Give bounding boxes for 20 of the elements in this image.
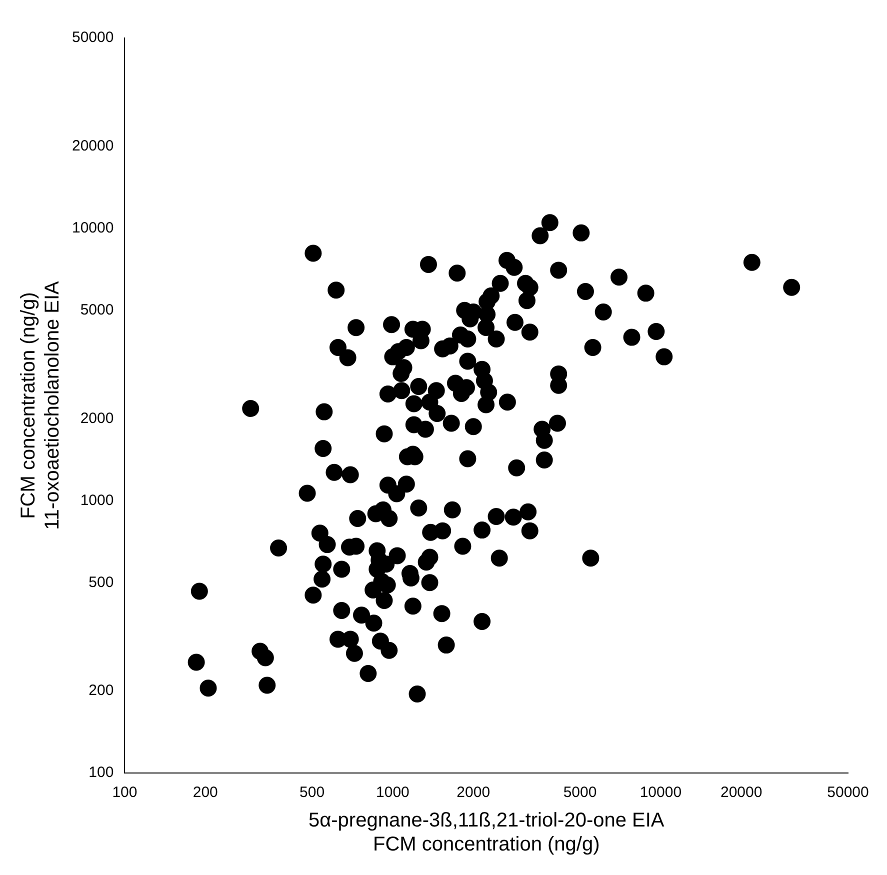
- x-tick-label: 5000: [563, 784, 597, 802]
- y-tick-label: 500: [88, 574, 114, 591]
- y-tick-label: 200: [88, 682, 114, 700]
- x-tick-label: 100: [112, 784, 138, 802]
- x-tick-label: 10000: [640, 784, 682, 802]
- y-tick-label: 50000: [72, 29, 114, 46]
- x-tick-label: 2000: [456, 784, 490, 802]
- x-tick-label: 1000: [376, 784, 410, 802]
- x-tick-label: 20000: [720, 784, 762, 802]
- x-tick-label: 200: [192, 784, 218, 802]
- y-tick-label: 1000: [80, 492, 114, 509]
- y-tick-label: 5000: [80, 301, 114, 318]
- y-axis-title: FCM concentration (ng/g) 11-oxoaetiocholanolone EIA: [18, 280, 64, 530]
- y-tick-label: 10000: [72, 219, 114, 236]
- y-tick-label: 20000: [72, 138, 114, 155]
- x-tick-label: 500: [300, 784, 325, 802]
- x-axis-title: 5α-pregnane-3ß,11ß,21-triol-20-one EIA FCM concentration (ng/g): [308, 810, 665, 856]
- y-tick-label: 100: [88, 764, 114, 782]
- y-tick-label: 2000: [80, 410, 114, 427]
- x-tick-label: 50000: [827, 784, 869, 802]
